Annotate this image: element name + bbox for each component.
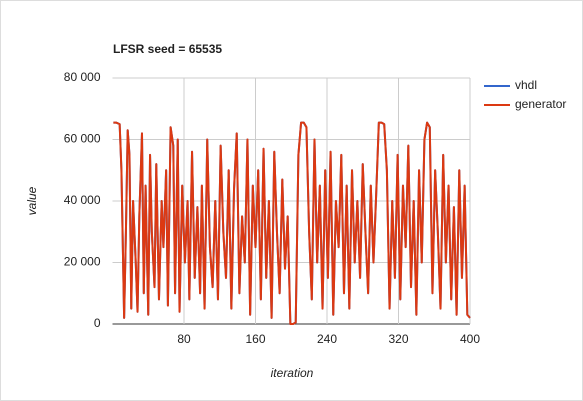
y-tick-label: 20 000 [64,255,101,269]
x-tick-label: 320 [388,332,408,346]
x-tick-label: 400 [460,332,480,346]
legend-label: vhdl [515,78,537,92]
y-tick-label: 60 000 [64,132,101,146]
y-axis-label: value [25,186,39,215]
chart-title: LFSR seed = 65535 [113,42,222,56]
x-tick-label: 240 [317,332,337,346]
x-axis-label: iteration [271,366,314,380]
y-tick-label: 40 000 [64,193,101,207]
x-tick-label: 80 [177,332,191,346]
y-tick-label: 0 [94,316,101,330]
legend-label: generator [515,97,566,111]
y-tick-label: 80 000 [64,70,101,84]
x-tick-label: 160 [245,332,265,346]
series-line [113,121,471,325]
